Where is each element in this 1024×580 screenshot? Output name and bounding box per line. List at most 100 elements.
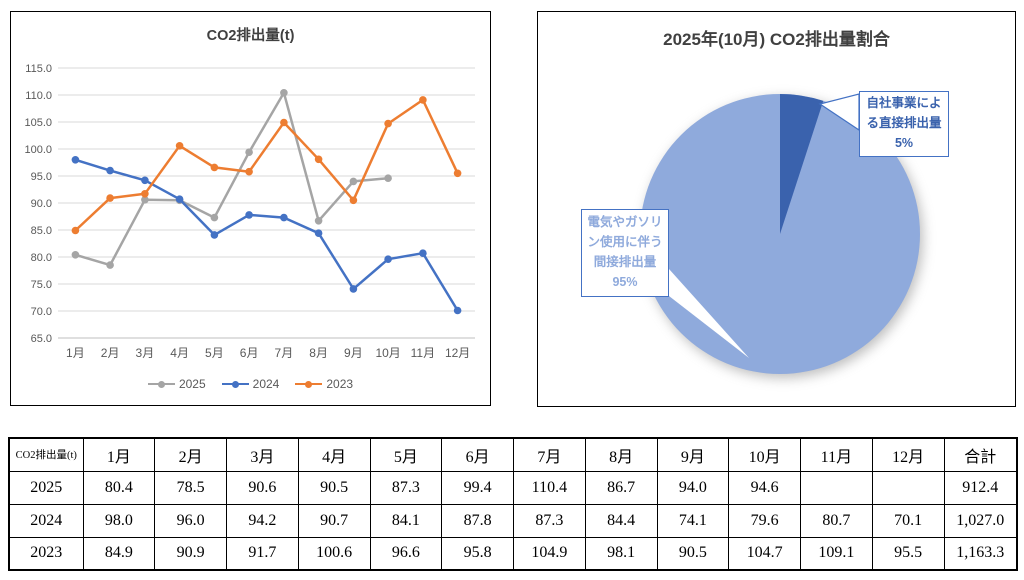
table-cell: 78.5 (154, 470, 227, 505)
data-point-2025 (384, 174, 392, 182)
table-cell: 94.2 (226, 503, 299, 538)
y-axis-tick-label: 95.0 (31, 171, 52, 183)
pie-chart-panel: 2025年(10月) CO2排出量割合 自社事業によ る直接排出量 5% 電気や… (537, 11, 1016, 407)
data-point-2025 (71, 251, 80, 259)
table-cell: 95.8 (441, 536, 514, 571)
y-axis-tick-label: 100.0 (24, 144, 52, 156)
data-point-2024 (245, 211, 253, 219)
callout-indirect-leader (669, 269, 749, 358)
line-chart-panel: CO2排出量(t) 65.0 70.0 75.0 80.0 85.0 90.0 95.0 10… (10, 11, 491, 406)
line-chart-legend: 2025 2024 2023 (11, 377, 490, 391)
table-cell: 99.4 (441, 470, 514, 505)
table-cell: 94.6 (728, 470, 801, 505)
table-cell (871, 470, 945, 505)
table-cell: 84.9 (82, 536, 156, 571)
y-axis-tick-label: 90.0 (31, 198, 52, 210)
table-cell: 84.1 (369, 503, 443, 538)
legend-label: 2023 (326, 377, 354, 391)
table-cell: 70.1 (871, 503, 945, 538)
table-cell: 87.3 (369, 470, 443, 505)
data-point-2023 (419, 96, 427, 104)
data-point-2023 (384, 119, 392, 128)
table-cell: 104.9 (513, 536, 586, 571)
x-axis-label: 8月 (309, 346, 328, 360)
column-header: 10月 (728, 437, 801, 472)
column-header: 7月 (513, 437, 586, 472)
table-cell: 90.5 (297, 470, 371, 505)
x-axis-label: 7月 (275, 346, 294, 360)
x-axis-label: 4月 (170, 346, 189, 360)
emissions-table: CO2排出量(t) 1月 2月 3月 4月 5月 6月 7月 8月 9月 10月 11月 12月 合計 2… (8, 437, 1018, 571)
table-cell: 98.0 (82, 503, 156, 538)
column-header: 3月 (226, 437, 299, 472)
table-body: 2025 80.4 78.5 90.6 90.5 87.3 99.4 110.4 86.7 94.… (8, 470, 1018, 571)
x-axis-label: 2月 (101, 346, 120, 360)
pie-slice-direct-emissions (780, 94, 824, 234)
y-axis-tick-label: 115.0 (25, 63, 52, 75)
data-point-2024 (349, 285, 358, 293)
table-cell: 94.0 (656, 470, 730, 505)
data-point-2024 (71, 156, 80, 164)
table-cell: 1,163.3 (943, 536, 1018, 571)
x-axis-label: 12月 (445, 346, 470, 360)
x-axis-label: 10月 (375, 346, 400, 360)
line-chart-title: CO2排出量(t) (206, 28, 295, 44)
data-point-2025 (245, 148, 253, 156)
column-header: 5月 (369, 437, 443, 472)
line-chart-plot: 65.0 70.0 75.0 80.0 85.0 90.0 95.0 100.0 105.0 11… (24, 63, 475, 360)
table-cell: 912.4 (943, 470, 1018, 505)
table-cell: 87.8 (441, 503, 514, 538)
legend-item-2024: 2024 (221, 377, 280, 391)
table-header-row: CO2排出量(t) 1月 2月 3月 4月 5月 6月 7月 8月 9月 10月 11月 12月 合計 (8, 437, 1018, 472)
data-point-2023 (245, 167, 253, 176)
table-corner-label: CO2排出量(t) (8, 437, 84, 472)
table-cell: 90.9 (154, 536, 227, 571)
table-cell: 109.1 (800, 536, 873, 571)
x-axis-label: 6月 (240, 346, 259, 360)
table-cell: 104.7 (728, 536, 801, 571)
row-label: 2025 (8, 470, 84, 505)
data-point-2023 (349, 196, 358, 205)
pie-chart-plot (640, 93, 920, 374)
data-point-2025 (106, 261, 114, 269)
legend-item-2023: 2023 (295, 377, 353, 391)
table-cell: 74.1 (656, 503, 730, 538)
x-axis-label: 11月 (411, 346, 435, 360)
y-axis-tick-label: 70.0 (31, 306, 52, 318)
table-cell: 80.7 (800, 503, 873, 538)
data-point-2023 (210, 163, 219, 172)
table-cell: 87.3 (513, 503, 586, 538)
data-point-2023 (106, 194, 114, 202)
y-axis-tick-label: 105.0 (24, 117, 52, 129)
y-axis-tick-label: 65.0 (31, 333, 52, 345)
data-point-2023 (314, 155, 323, 164)
x-axis-label: 9月 (344, 346, 363, 360)
column-header: 2月 (154, 437, 227, 472)
table-cell: 84.4 (584, 503, 658, 538)
legend-label: 2024 (252, 377, 280, 391)
data-point-2023 (141, 190, 149, 198)
table-cell: 91.7 (226, 536, 299, 571)
x-axis-label: 1月 (66, 346, 85, 360)
pie-chart-title: 2025年(10月) CO2排出量割合 (663, 30, 890, 49)
column-header: 11月 (800, 437, 873, 472)
data-point-2023 (280, 118, 288, 127)
legend-marker-icon (221, 380, 249, 388)
data-point-2024 (453, 306, 462, 315)
legend-marker-icon (295, 380, 323, 388)
table-row-2025: 2025 80.4 78.5 90.6 90.5 87.3 99.4 110.4 86.7 94.… (8, 470, 1018, 505)
table-cell: 90.5 (656, 536, 730, 571)
table-cell: 96.0 (154, 503, 227, 538)
data-point-2024 (314, 229, 323, 237)
series-line-2025 (74, 91, 390, 267)
table-cell: 98.1 (584, 536, 658, 571)
data-point-2025 (349, 177, 358, 186)
table-cell: 79.6 (728, 503, 801, 538)
y-axis-tick-label: 75.0 (31, 279, 52, 291)
table-cell: 90.6 (226, 470, 299, 505)
table-cell: 110.4 (513, 470, 586, 505)
table-cell: 95.5 (871, 536, 945, 571)
data-point-2025 (141, 196, 149, 204)
data-point-2023 (453, 169, 462, 178)
